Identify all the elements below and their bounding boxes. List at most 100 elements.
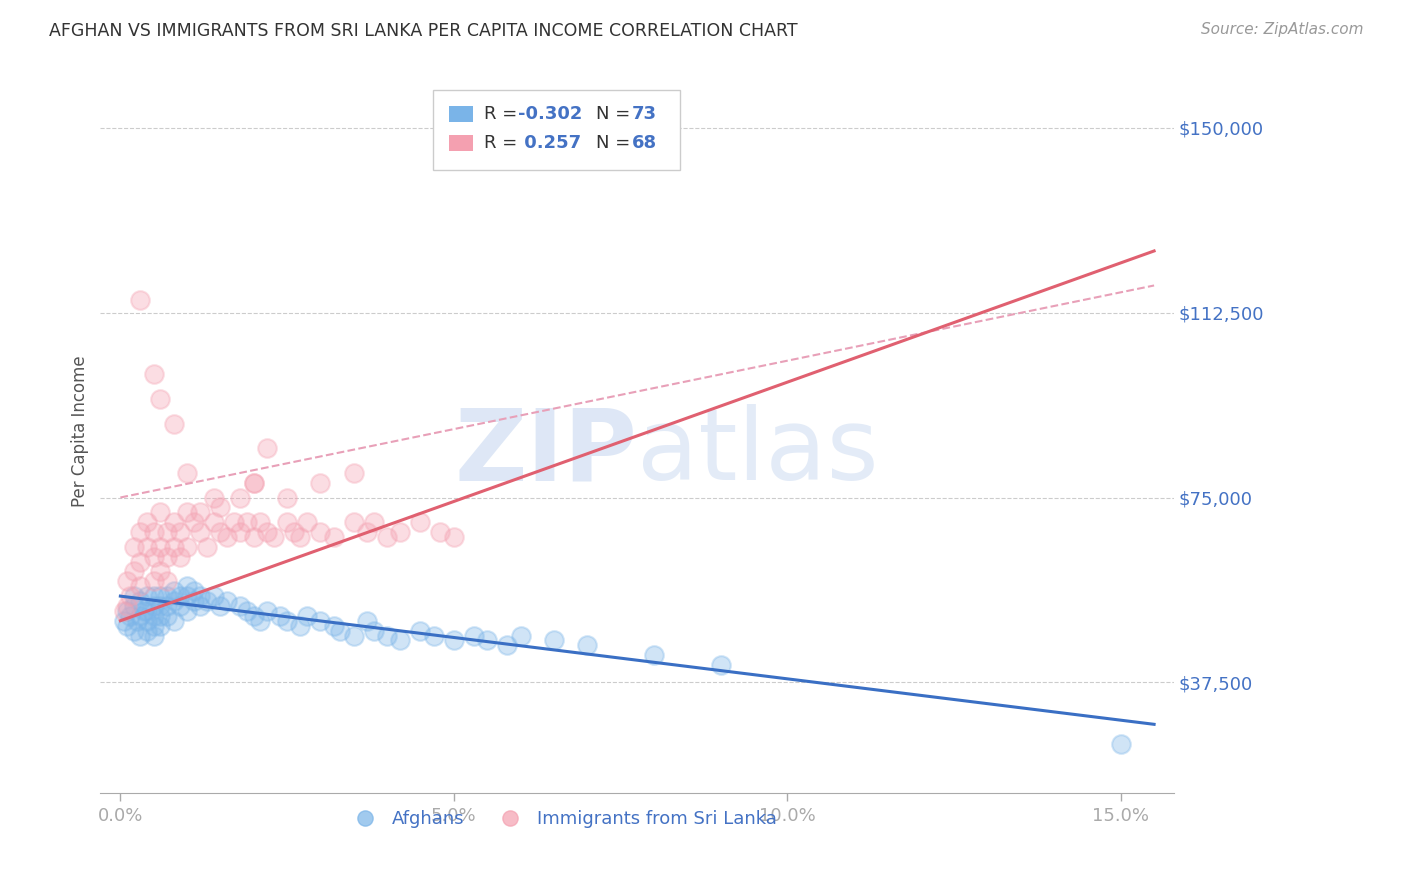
- Point: [195, 594, 218, 608]
- Point: [136, 624, 159, 638]
- Point: [309, 524, 332, 539]
- Point: [290, 618, 312, 632]
- Point: [509, 629, 531, 643]
- Point: [496, 639, 519, 653]
- Point: [149, 392, 172, 406]
- Point: [149, 599, 172, 613]
- Point: [229, 599, 252, 613]
- Point: [242, 608, 264, 623]
- Point: [215, 594, 238, 608]
- Point: [190, 589, 212, 603]
- Point: [209, 500, 232, 515]
- Point: [142, 368, 165, 382]
- Point: [249, 614, 271, 628]
- Point: [242, 530, 264, 544]
- Point: [183, 584, 205, 599]
- Text: 0.257: 0.257: [517, 134, 581, 153]
- Point: [142, 524, 165, 539]
- Point: [256, 524, 278, 539]
- Point: [249, 515, 271, 529]
- Point: [129, 594, 152, 608]
- Point: [463, 629, 485, 643]
- Point: [256, 604, 278, 618]
- Legend: Afghans, Immigrants from Sri Lanka: Afghans, Immigrants from Sri Lanka: [340, 803, 785, 835]
- Point: [309, 614, 332, 628]
- Point: [120, 589, 142, 603]
- Point: [236, 604, 259, 618]
- Point: [295, 608, 318, 623]
- Point: [149, 608, 172, 623]
- Point: [209, 599, 232, 613]
- Point: [136, 614, 159, 628]
- Point: [343, 515, 366, 529]
- Point: [169, 599, 191, 613]
- Text: Source: ZipAtlas.com: Source: ZipAtlas.com: [1201, 22, 1364, 37]
- Point: [163, 515, 186, 529]
- Point: [176, 604, 198, 618]
- Point: [125, 614, 148, 628]
- Point: [136, 515, 159, 529]
- Point: [1109, 737, 1132, 751]
- Point: [183, 515, 205, 529]
- Point: [163, 584, 186, 599]
- Point: [710, 658, 733, 673]
- Text: -0.302: -0.302: [517, 105, 582, 123]
- Point: [142, 629, 165, 643]
- Point: [129, 524, 152, 539]
- Point: [156, 599, 179, 613]
- Point: [363, 515, 385, 529]
- Point: [295, 515, 318, 529]
- Point: [120, 608, 142, 623]
- Point: [142, 608, 165, 623]
- Point: [229, 491, 252, 505]
- Point: [276, 491, 298, 505]
- Point: [389, 524, 412, 539]
- Bar: [450, 106, 472, 122]
- Point: [276, 614, 298, 628]
- Point: [443, 530, 465, 544]
- Text: N =: N =: [596, 105, 637, 123]
- Point: [156, 524, 179, 539]
- Text: R =: R =: [484, 105, 523, 123]
- FancyBboxPatch shape: [433, 90, 681, 170]
- Point: [163, 614, 186, 628]
- Bar: [450, 136, 472, 151]
- Point: [209, 524, 232, 539]
- Point: [389, 633, 412, 648]
- Point: [269, 608, 291, 623]
- Point: [136, 540, 159, 554]
- Point: [356, 614, 378, 628]
- Y-axis label: Per Capita Income: Per Capita Income: [72, 355, 89, 507]
- Point: [322, 530, 344, 544]
- Point: [429, 524, 451, 539]
- Point: [443, 633, 465, 648]
- Point: [156, 608, 179, 623]
- Point: [132, 604, 155, 618]
- Point: [122, 589, 145, 603]
- Text: 73: 73: [631, 105, 657, 123]
- Point: [149, 589, 172, 603]
- Point: [343, 466, 366, 480]
- Point: [149, 618, 172, 632]
- Point: [363, 624, 385, 638]
- Point: [475, 633, 498, 648]
- Point: [176, 505, 198, 519]
- Point: [190, 524, 212, 539]
- Point: [290, 530, 312, 544]
- Point: [129, 629, 152, 643]
- Point: [156, 574, 179, 589]
- Point: [190, 505, 212, 519]
- Point: [163, 594, 186, 608]
- Point: [195, 540, 218, 554]
- Point: [112, 604, 135, 618]
- Point: [576, 639, 599, 653]
- Point: [142, 574, 165, 589]
- Point: [169, 549, 191, 564]
- Point: [136, 604, 159, 618]
- Text: R =: R =: [484, 134, 523, 153]
- Point: [283, 524, 305, 539]
- Point: [409, 515, 432, 529]
- Point: [256, 441, 278, 455]
- Point: [142, 589, 165, 603]
- Point: [156, 549, 179, 564]
